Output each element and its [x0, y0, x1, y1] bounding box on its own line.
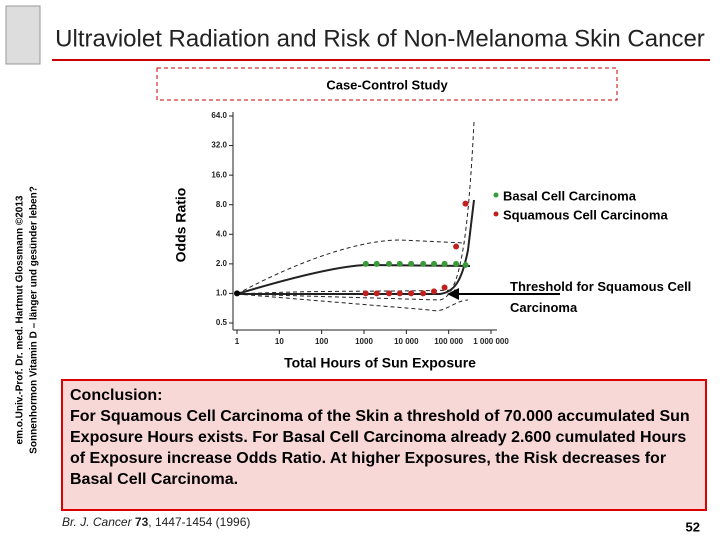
x-tick-label: 100: [315, 337, 329, 346]
point: [430, 288, 437, 295]
citation-journal: Br. J. Cancer: [62, 515, 133, 529]
y-axis-label: Odds Ratio: [173, 188, 189, 263]
y-tick-label: 8.0: [216, 200, 228, 209]
arrow-head: [447, 288, 459, 300]
x-tick-label: 1 000 000: [473, 337, 509, 346]
point: [362, 290, 369, 297]
point: [396, 290, 403, 297]
conclusion-heading: Conclusion:: [70, 387, 163, 404]
point: [462, 200, 469, 207]
x-tick-label: 10 000: [394, 337, 419, 346]
y-tick-label: 32.0: [211, 141, 227, 150]
y-tick-label: 4.0: [216, 229, 228, 238]
point: [362, 260, 369, 267]
citation-pages: , 1447-1454 (1996): [148, 515, 250, 529]
legend-marker: [493, 192, 499, 198]
x-tick-label: 100 000: [434, 337, 463, 346]
x-axis-label: Total Hours of Sun Exposure: [284, 355, 476, 371]
side-text: Sonnenhormon Vitamin D – länger und gesü…: [29, 186, 40, 454]
legend-marker: [493, 211, 499, 217]
x-tick-label: 1: [235, 337, 240, 346]
origin-point: [234, 290, 240, 297]
point: [386, 260, 393, 267]
side-text: em.o.Univ.-Prof. Dr. med. Hartmut Glossm…: [15, 195, 26, 444]
page-number: 52: [686, 519, 700, 534]
point: [408, 290, 415, 297]
y-tick-label: 0.5: [216, 318, 228, 327]
logo: [5, 5, 41, 65]
y-tick-label: 2.0: [216, 259, 228, 268]
citation: Br. J. Cancer 73, 1447-1454 (1996): [62, 515, 250, 529]
x-tick-label: 10: [275, 337, 284, 346]
point: [396, 260, 403, 267]
point: [420, 260, 427, 267]
point: [453, 260, 460, 267]
y-tick-label: 64.0: [211, 111, 227, 120]
point: [441, 260, 448, 267]
point: [420, 290, 427, 297]
subtitle: Case-Control Study: [326, 77, 448, 92]
y-tick-label: 16.0: [211, 170, 227, 179]
conclusion: Conclusion: For Squamous Cell Carcinoma …: [70, 385, 702, 490]
citation-volume: 73: [135, 515, 149, 529]
point: [441, 284, 448, 291]
fit-curves: [236, 121, 475, 312]
conclusion-text: For Squamous Cell Carcinoma of the Skin …: [70, 408, 690, 488]
point: [408, 260, 415, 267]
point: [373, 290, 380, 297]
x-tick-label: 1000: [355, 337, 373, 346]
point: [462, 261, 469, 268]
title: Ultraviolet Radiation and Risk of Non-Me…: [55, 25, 705, 52]
y-tick-label: 1.0: [216, 289, 228, 298]
conclusion-box: [61, 379, 707, 511]
subtitle-box: [156, 67, 618, 101]
point: [453, 243, 460, 250]
annotation: Threshold for Squamous Cell Carcinoma: [510, 279, 692, 315]
legend-label: Squamous Cell Carcinoma: [503, 207, 668, 222]
point: [430, 260, 437, 267]
point: [386, 290, 393, 297]
legend-label: Basal Cell Carcinoma: [503, 188, 637, 203]
point: [373, 260, 380, 267]
